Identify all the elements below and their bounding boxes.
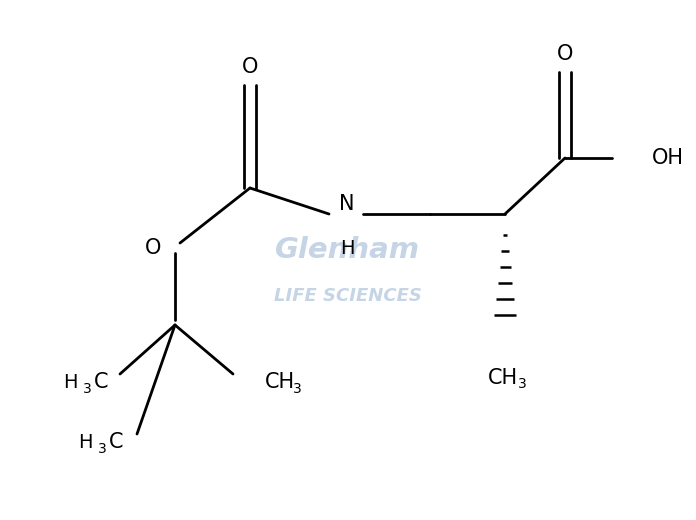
Text: 3: 3 bbox=[293, 382, 302, 396]
Text: Glenham: Glenham bbox=[276, 236, 420, 264]
Text: 3: 3 bbox=[83, 382, 92, 396]
Text: N: N bbox=[339, 194, 355, 214]
Text: CH: CH bbox=[265, 372, 295, 392]
Text: C: C bbox=[94, 372, 109, 392]
Text: CH: CH bbox=[488, 368, 518, 388]
Text: O: O bbox=[242, 57, 258, 77]
Text: C: C bbox=[109, 432, 123, 452]
Text: OH: OH bbox=[652, 148, 684, 168]
Text: O: O bbox=[557, 44, 574, 64]
Text: H: H bbox=[79, 433, 93, 451]
Text: H: H bbox=[340, 239, 354, 257]
Text: O: O bbox=[145, 238, 161, 258]
Text: 3: 3 bbox=[98, 442, 106, 456]
Text: 3: 3 bbox=[518, 377, 526, 391]
Text: LIFE SCIENCES: LIFE SCIENCES bbox=[274, 288, 422, 305]
Text: H: H bbox=[63, 372, 78, 392]
